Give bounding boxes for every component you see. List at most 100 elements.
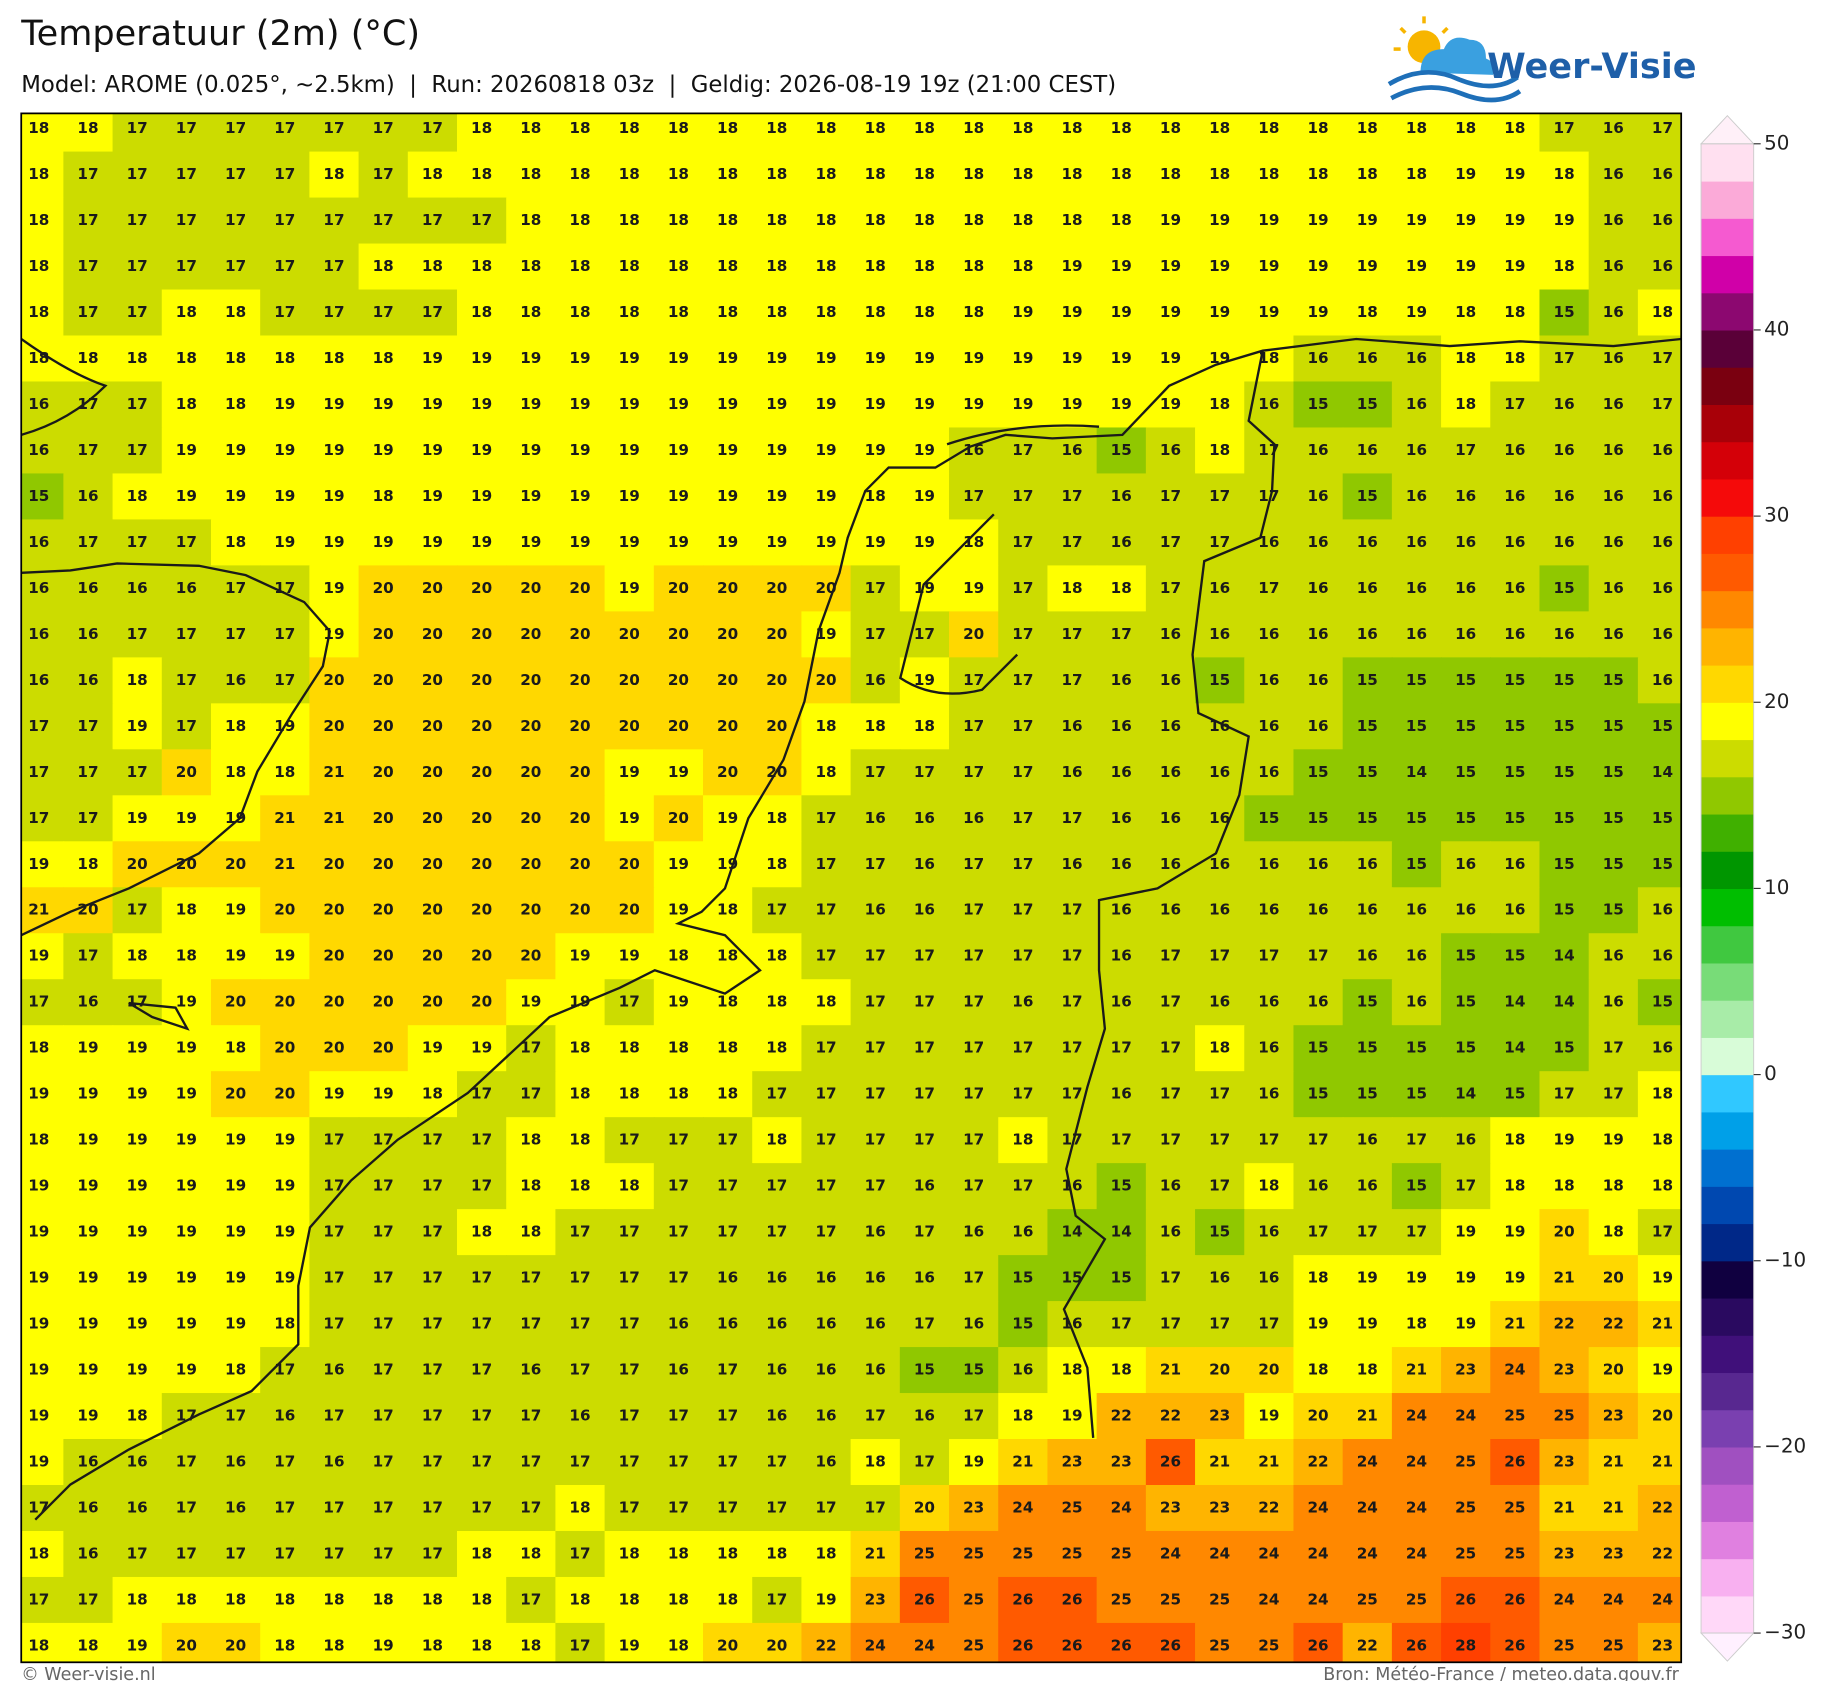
temperature-label: 16 [1111,533,1132,551]
temperature-label: 19 [225,1315,246,1333]
temperature-cell [456,933,507,980]
temperature-label: 19 [127,1636,148,1654]
temperature-label: 19 [127,717,148,735]
temperature-cell [1145,1071,1196,1118]
temperature-cell [1490,1393,1541,1440]
temperature-label: 16 [1652,625,1673,643]
temperature-label: 15 [1652,993,1673,1011]
temperature-label: 16 [77,671,98,689]
colorbar-segment [1701,1521,1754,1560]
temperature-cell [210,113,261,153]
temperature-cell [1441,979,1491,1026]
temperature-label: 17 [569,1544,590,1562]
temperature-label: 18 [520,257,541,275]
temperature-label: 20 [225,1085,246,1103]
temperature-label: 24 [1357,1453,1378,1471]
temperature-cell [456,197,507,245]
temperature-label: 16 [127,579,148,597]
temperature-label: 19 [1307,303,1328,321]
temperature-cell [210,473,261,521]
temperature-label: 16 [1504,579,1525,597]
temperature-label: 16 [1554,487,1575,505]
temperature-label: 17 [127,303,148,321]
temperature-label: 16 [1455,1131,1476,1149]
temperature-label: 16 [865,1361,886,1379]
temperature-cell [1047,749,1098,797]
temperature-label: 20 [668,671,689,689]
temperature-cell [112,841,163,888]
temperature-cell [998,381,1049,429]
temperature-label: 19 [274,1269,295,1287]
temperature-cell [555,657,606,705]
temperature-label: 18 [1160,165,1181,183]
temperature-cell [1145,197,1196,245]
temperature-cell [506,611,557,659]
temperature-label: 18 [225,533,246,551]
temperature-label: 19 [1258,303,1279,321]
temperature-label: 15 [1357,487,1378,505]
temperature-cell [653,1530,704,1578]
temperature-label: 17 [77,1590,98,1608]
temperature-label: 17 [963,763,984,781]
temperature-cell [752,1025,803,1072]
temperature-label: 17 [766,1223,787,1241]
temperature-label: 15 [28,487,49,505]
temperature-label: 16 [1455,487,1476,505]
temperature-cell [1441,1485,1491,1532]
temperature-label: 19 [1012,395,1033,413]
temperature-label: 24 [1357,1544,1378,1562]
temperature-cell [1342,289,1393,337]
temperature-label: 17 [865,1039,886,1057]
temperature-label: 19 [323,487,344,505]
temperature-label: 17 [668,1407,689,1425]
temperature-label: 17 [1209,947,1230,965]
temperature-cell [850,1209,901,1256]
temperature-label: 20 [471,625,492,643]
temperature-cell [949,841,999,888]
temperature-cell [358,519,409,567]
temperature-label: 20 [1652,1407,1673,1425]
temperature-label: 20 [766,1636,787,1654]
temperature-cell [1637,1071,1682,1118]
temperature-label: 20 [274,1039,295,1057]
temperature-label: 19 [668,763,689,781]
temperature-label: 17 [422,1453,443,1471]
temperature-label: 16 [815,1315,836,1333]
temperature-cell [998,749,1049,797]
temperature-cell [358,703,409,751]
temperature-label: 16 [717,1269,738,1287]
temperature-cell [309,335,360,383]
temperature-cell [161,703,212,751]
temperature-label: 17 [520,1269,541,1287]
temperature-label: 19 [569,947,590,965]
temperature-cell [555,841,606,888]
temperature-cell [1342,1071,1393,1118]
temperature-label: 19 [422,349,443,367]
temperature-cell [21,1209,65,1256]
temperature-cell [1293,519,1344,567]
temperature-cell [112,289,163,337]
temperature-cell [1342,657,1393,705]
temperature-cell [555,1071,606,1118]
temperature-label: 16 [1258,717,1279,735]
temperature-label: 14 [1554,947,1575,965]
temperature-cell [1342,473,1393,521]
temperature-label: 17 [1012,1039,1033,1057]
temperature-cell [63,519,114,567]
temperature-cell [1637,427,1682,475]
temperature-label: 19 [176,1039,197,1057]
temperature-label: 16 [1603,533,1624,551]
temperature-label: 17 [176,625,197,643]
temperature-cell [407,611,458,659]
temperature-cell [1490,1209,1541,1256]
temperature-cell [161,1347,212,1394]
temperature-cell [161,197,212,245]
temperature-label: 16 [1307,993,1328,1011]
temperature-cell [407,1393,458,1440]
temperature-cell [604,1439,655,1486]
temperature-label: 19 [1357,1315,1378,1333]
temperature-label: 18 [1554,1177,1575,1195]
temperature-label: 20 [569,579,590,597]
temperature-cell [801,795,852,842]
temperature-cell [801,243,852,291]
